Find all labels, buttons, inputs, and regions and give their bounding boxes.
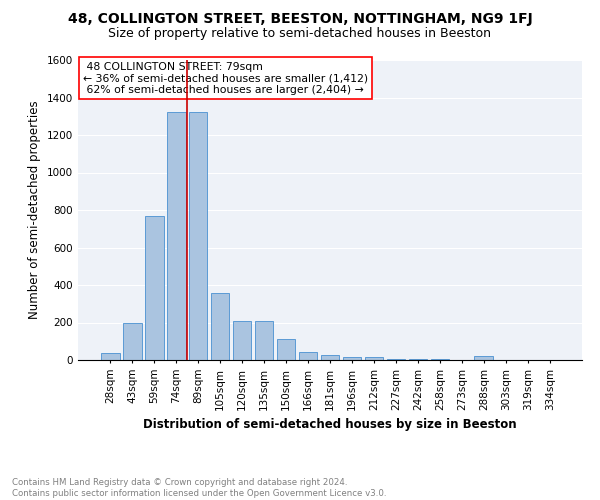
- Bar: [123, 322, 142, 360]
- Text: Contains HM Land Registry data © Crown copyright and database right 2024.
Contai: Contains HM Land Registry data © Crown c…: [12, 478, 386, 498]
- Text: 48, COLLINGTON STREET, BEESTON, NOTTINGHAM, NG9 1FJ: 48, COLLINGTON STREET, BEESTON, NOTTINGH…: [68, 12, 532, 26]
- Bar: [189, 112, 208, 360]
- Bar: [233, 320, 251, 360]
- Bar: [409, 359, 427, 360]
- Bar: [320, 356, 340, 360]
- Bar: [386, 359, 405, 360]
- Y-axis label: Number of semi-detached properties: Number of semi-detached properties: [28, 100, 41, 320]
- Bar: [101, 352, 119, 360]
- Bar: [343, 357, 361, 360]
- Text: Size of property relative to semi-detached houses in Beeston: Size of property relative to semi-detach…: [109, 28, 491, 40]
- Bar: [145, 216, 164, 360]
- Bar: [431, 359, 449, 360]
- Text: 48 COLLINGTON STREET: 79sqm
← 36% of semi-detached houses are smaller (1,412)
 6: 48 COLLINGTON STREET: 79sqm ← 36% of sem…: [83, 62, 368, 94]
- Bar: [211, 292, 229, 360]
- Bar: [365, 357, 383, 360]
- X-axis label: Distribution of semi-detached houses by size in Beeston: Distribution of semi-detached houses by …: [143, 418, 517, 431]
- Bar: [475, 356, 493, 360]
- Bar: [167, 112, 185, 360]
- Bar: [255, 320, 274, 360]
- Bar: [277, 340, 295, 360]
- Bar: [299, 352, 317, 360]
